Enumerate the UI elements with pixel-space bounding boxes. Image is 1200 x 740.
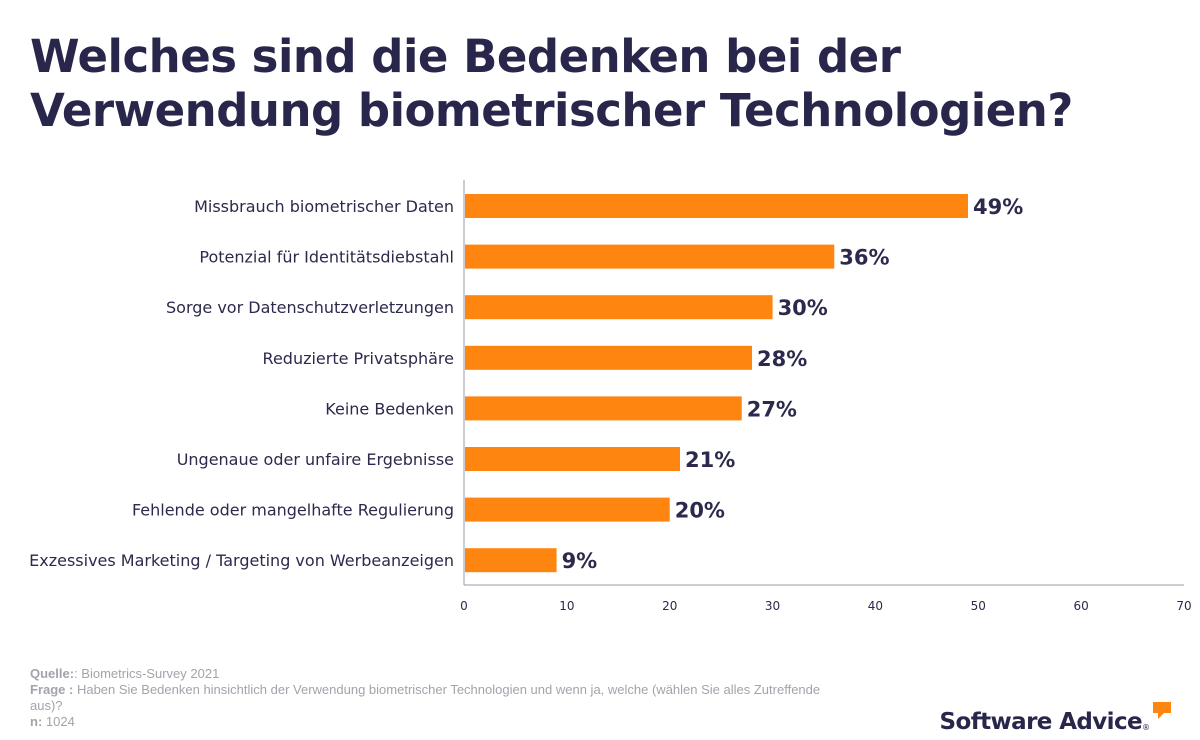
data-label: 28% (757, 347, 807, 371)
x-tick-label: 40 (868, 599, 883, 613)
chart-footer: Quelle:: Biometrics-Survey 2021 Frage : … (30, 666, 830, 730)
category-label: Potenzial für Identitätsdiebstahl (199, 248, 454, 267)
bar-chart: Missbrauch biometrischer Daten 49% Potenzi… (29, 180, 1192, 613)
category-label: Fehlende oder mangelhafte Regulierung (132, 501, 454, 520)
category-label: Missbrauch biometrischer Daten (194, 197, 454, 216)
data-label: 27% (747, 397, 797, 421)
x-tick-label: 0 (460, 599, 468, 613)
bar (465, 548, 557, 573)
x-tick-label: 70 (1176, 599, 1191, 613)
brand-logo: Software Advice ® (939, 702, 1172, 735)
data-label: 20% (675, 499, 725, 523)
bar (465, 244, 835, 269)
x-tick-label: 10 (559, 599, 574, 613)
question-label: Frage : (30, 682, 74, 697)
data-label: 9% (562, 549, 598, 573)
sample-size-label: n: (30, 714, 43, 729)
category-label: Exzessives Marketing / Targeting von Wer… (29, 551, 454, 570)
source-label: Quelle: (30, 666, 75, 681)
sample-size-text: 1024 (42, 714, 75, 729)
question-line: Frage : Haben Sie Bedenken hinsichtlich … (30, 682, 830, 714)
x-tick-label: 20 (662, 599, 677, 613)
source-line: Quelle:: Biometrics-Survey 2021 (30, 666, 830, 682)
bar (465, 497, 670, 522)
bar (465, 396, 742, 421)
data-label: 36% (839, 246, 889, 270)
bar (465, 194, 968, 218)
category-label: Reduzierte Privatsphäre (263, 349, 454, 368)
bar (465, 345, 752, 370)
x-tick-label: 30 (765, 599, 780, 613)
brand-name: Software Advice (939, 709, 1143, 735)
x-tick-label: 60 (1074, 599, 1089, 613)
speech-bubble-icon (1153, 702, 1171, 719)
data-label: 30% (778, 296, 828, 320)
category-label: Ungenaue oder unfaire Ergebnisse (177, 450, 454, 469)
sample-size-line: n: 1024 (30, 714, 830, 730)
source-text: : Biometrics-Survey 2021 (74, 666, 220, 681)
data-label: 21% (685, 448, 735, 472)
category-label: Sorge vor Datenschutzverletzungen (166, 298, 454, 317)
bar (465, 447, 680, 471)
question-text: Haben Sie Bedenken hinsichtlich der Verw… (30, 682, 821, 713)
brand-registered-mark: ® (1142, 723, 1150, 732)
category-label: Keine Bedenken (325, 399, 454, 418)
data-label: 49% (973, 195, 1023, 219)
chart-title: Welches sind die Bedenken bei der Verwen… (30, 30, 1073, 137)
x-tick-label: 50 (971, 599, 986, 613)
bar (465, 295, 773, 320)
